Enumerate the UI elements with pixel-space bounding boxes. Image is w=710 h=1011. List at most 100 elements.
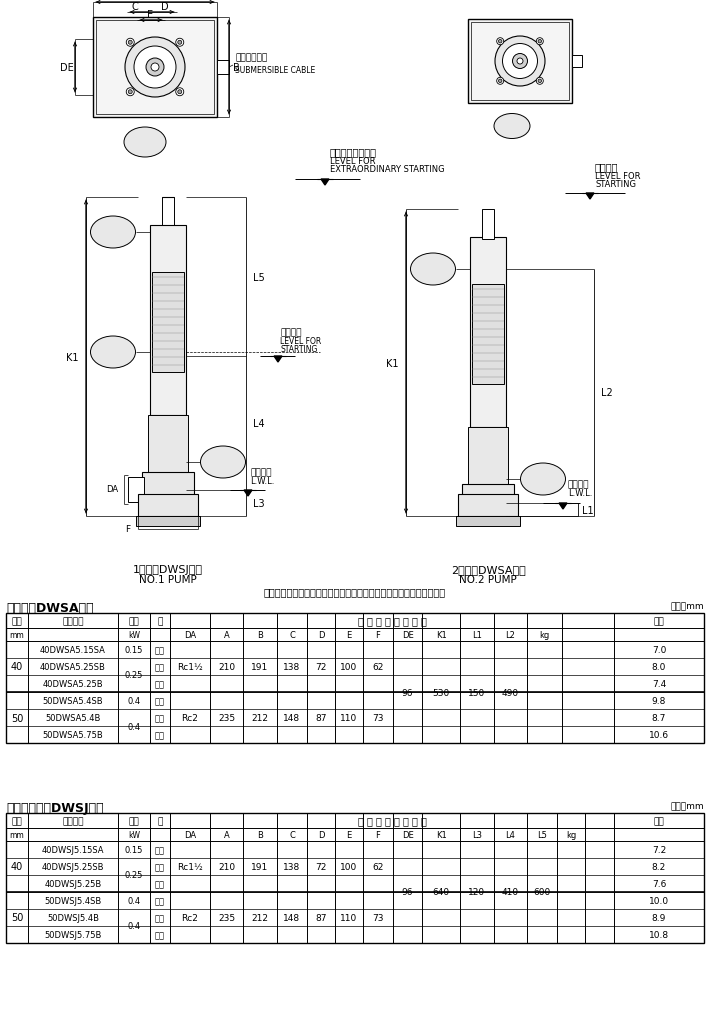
Text: K1: K1	[65, 352, 78, 362]
Ellipse shape	[200, 447, 246, 478]
Text: DA: DA	[184, 830, 196, 839]
Text: 三相: 三相	[155, 930, 165, 939]
Ellipse shape	[176, 39, 184, 48]
Text: 三相: 三相	[155, 679, 165, 688]
Text: F: F	[376, 830, 381, 839]
Text: kg: kg	[540, 631, 550, 639]
Ellipse shape	[124, 127, 166, 158]
Text: DE: DE	[402, 830, 413, 839]
Text: 96: 96	[402, 687, 413, 697]
Ellipse shape	[538, 80, 542, 84]
Text: 490: 490	[502, 687, 519, 697]
Bar	[468, 20, 572, 104]
Text: 50: 50	[11, 913, 23, 923]
Ellipse shape	[497, 78, 503, 85]
Text: 235: 235	[218, 714, 235, 722]
Bar	[148, 416, 188, 475]
Text: 自動形（DWSA型）: 自動形（DWSA型）	[6, 602, 94, 615]
Text: 191: 191	[251, 662, 268, 671]
Text: mm: mm	[10, 631, 24, 639]
Text: Rc2: Rc2	[182, 714, 198, 722]
Text: L1: L1	[472, 631, 482, 639]
Ellipse shape	[495, 37, 545, 87]
Text: 質量: 質量	[654, 816, 665, 825]
Bar	[128, 477, 144, 502]
Text: 10.0: 10.0	[649, 896, 669, 905]
Text: 50DWSA5.4B: 50DWSA5.4B	[45, 714, 101, 722]
Bar	[217, 61, 229, 75]
Text: mm: mm	[10, 830, 24, 839]
Text: 0.25: 0.25	[125, 870, 143, 880]
Text: 単相: 単相	[155, 896, 165, 905]
Text: 出力: 出力	[129, 617, 139, 626]
Polygon shape	[321, 180, 329, 186]
Text: C: C	[289, 830, 295, 839]
Text: 50DWSJ5.4SB: 50DWSJ5.4SB	[45, 896, 102, 905]
Text: 87: 87	[315, 913, 327, 922]
Text: STARTING: STARTING	[280, 344, 317, 353]
Text: 410: 410	[502, 888, 519, 897]
Text: DE: DE	[60, 63, 74, 73]
Text: 停止水位: 停止水位	[568, 480, 589, 489]
Text: 148: 148	[283, 913, 300, 922]
Text: A: A	[224, 631, 229, 639]
Text: B: B	[233, 63, 239, 73]
Ellipse shape	[498, 80, 502, 84]
Text: 単位：mm: 単位：mm	[670, 801, 704, 810]
Text: B: B	[257, 830, 263, 839]
Ellipse shape	[410, 254, 456, 286]
Ellipse shape	[90, 337, 136, 369]
Text: 138: 138	[283, 662, 300, 671]
Text: E: E	[346, 830, 351, 839]
Ellipse shape	[129, 91, 132, 95]
Text: kg: kg	[566, 830, 576, 839]
Text: 40DWSJ5.15SA: 40DWSJ5.15SA	[42, 845, 104, 854]
Text: 40DWSJ5.25B: 40DWSJ5.25B	[45, 880, 102, 888]
Ellipse shape	[125, 38, 185, 98]
Text: 120: 120	[469, 888, 486, 897]
Ellipse shape	[536, 38, 543, 45]
Text: 口径: 口径	[11, 617, 23, 626]
Text: C: C	[289, 631, 295, 639]
Text: L3: L3	[472, 830, 482, 839]
Text: 50DWSJ5.4B: 50DWSJ5.4B	[47, 913, 99, 922]
Text: SUBMERSIBLE CABLE: SUBMERSIBLE CABLE	[235, 66, 315, 75]
Text: 注）運転可能最低水位での連続運転時間は０分以内にしてください。: 注）運転可能最低水位での連続運転時間は０分以内にしてください。	[264, 586, 446, 596]
Text: 単相: 単相	[155, 662, 165, 671]
Text: 100: 100	[340, 862, 358, 871]
Text: LEVEL FOR: LEVEL FOR	[280, 337, 321, 345]
Text: 0.25: 0.25	[125, 671, 143, 679]
Text: 機　　名: 機 名	[62, 617, 84, 626]
Text: K1: K1	[436, 830, 447, 839]
Text: 水中ケーブル: 水中ケーブル	[235, 54, 267, 63]
Text: 150: 150	[469, 687, 486, 697]
Text: D: D	[318, 631, 324, 639]
Text: 10.8: 10.8	[649, 930, 669, 939]
Text: L.W.L.: L.W.L.	[568, 488, 592, 497]
Text: 110: 110	[340, 714, 358, 722]
Ellipse shape	[126, 39, 134, 48]
Text: 40DWSA5.15SA: 40DWSA5.15SA	[40, 645, 106, 654]
Text: C: C	[131, 2, 138, 12]
Text: 三相: 三相	[155, 880, 165, 888]
Text: 40DWSA5.25SB: 40DWSA5.25SB	[40, 662, 106, 671]
Text: E: E	[346, 631, 351, 639]
Text: 7.4: 7.4	[652, 679, 666, 688]
Text: 210: 210	[218, 862, 235, 871]
Text: L.W.L.: L.W.L.	[250, 476, 274, 485]
Text: 8.7: 8.7	[652, 714, 666, 722]
Text: 単相: 単相	[155, 697, 165, 706]
Text: 異常増水始動水位: 異常増水始動水位	[330, 147, 377, 157]
Text: L5: L5	[537, 830, 547, 839]
Text: 212: 212	[251, 714, 268, 722]
Ellipse shape	[538, 40, 542, 43]
Ellipse shape	[146, 59, 164, 77]
Text: 210: 210	[218, 662, 235, 671]
Text: DA: DA	[106, 485, 118, 494]
Text: 8.9: 8.9	[652, 913, 666, 922]
Text: 40: 40	[11, 662, 23, 672]
Text: 停止水位: 停止水位	[250, 468, 271, 477]
Text: L2: L2	[601, 388, 613, 398]
Text: 40DWSA5.25B: 40DWSA5.25B	[43, 679, 104, 688]
Text: 1号機（DWSJ型）: 1号機（DWSJ型）	[133, 564, 203, 574]
